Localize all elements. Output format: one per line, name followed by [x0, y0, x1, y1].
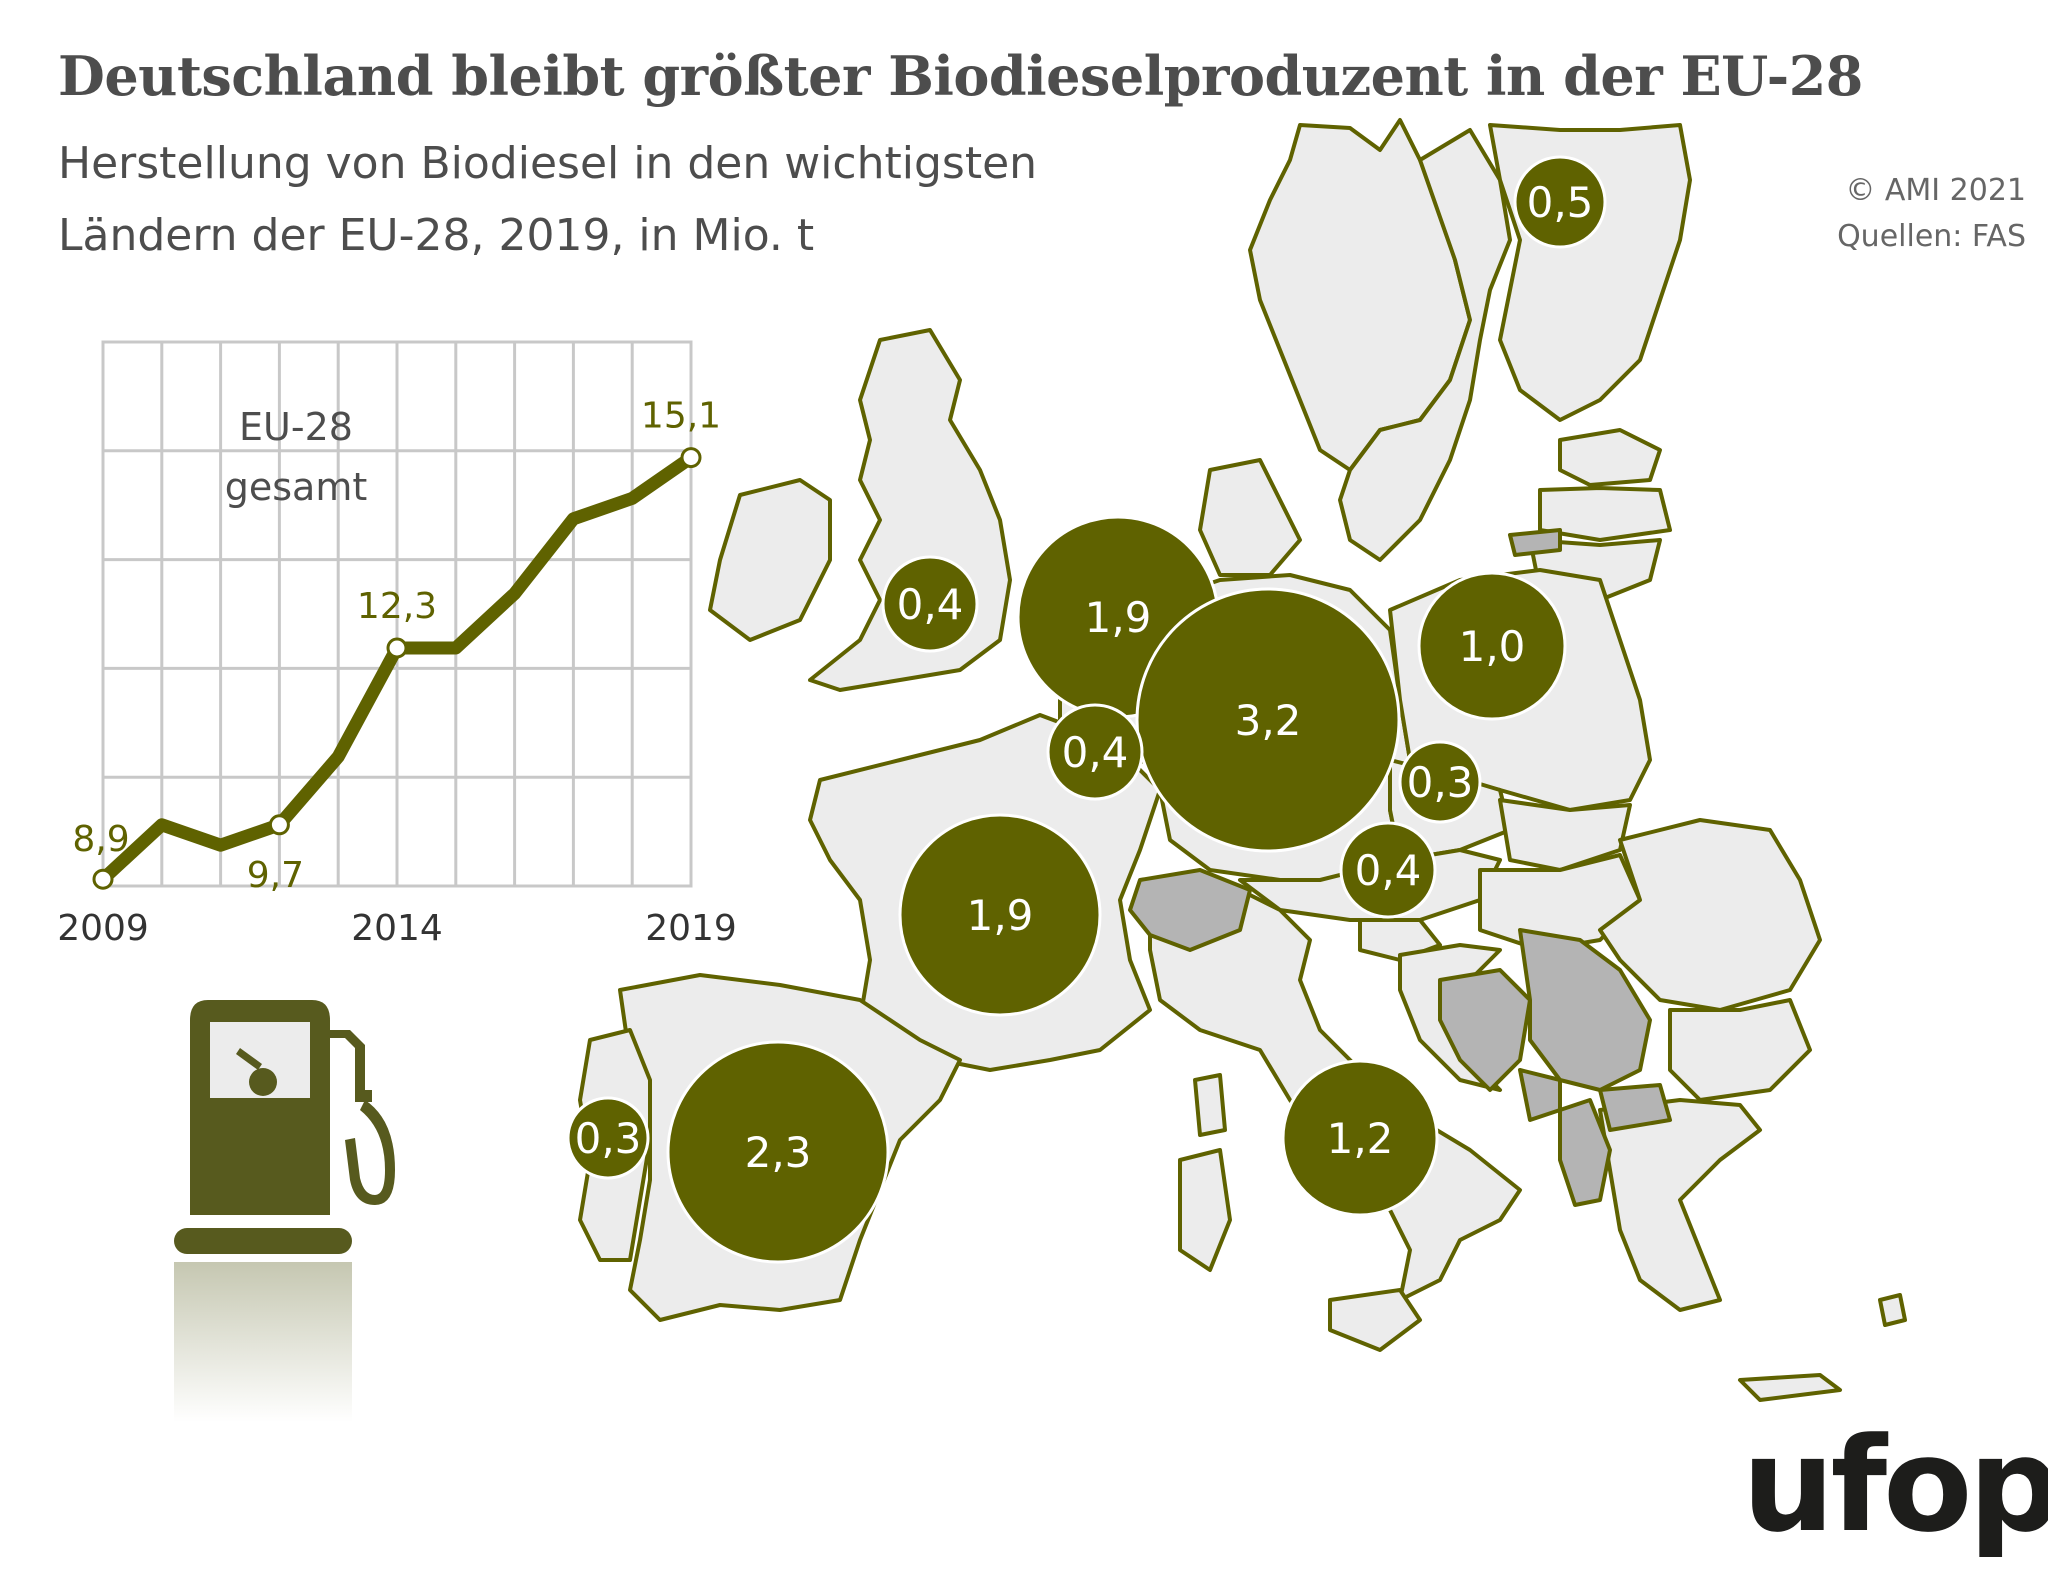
country-bosnia — [1438, 968, 1532, 1092]
chart-point — [92, 868, 114, 890]
country-sweden — [1338, 128, 1512, 562]
island-sicily — [1328, 1288, 1422, 1352]
bubble-label-uk: 0,4 — [897, 580, 964, 629]
page-title: Deutschland bleibt größter Biodieselprod… — [58, 44, 1863, 108]
country-switzerland — [1128, 868, 1252, 952]
bubble-label-poland: 1,0 — [1459, 622, 1526, 671]
bubble-label-austria: 0,4 — [1355, 846, 1422, 895]
bubble-label-belgium: 0,4 — [1062, 728, 1129, 777]
bubble-germany: 3,2 — [1135, 587, 1401, 853]
country-greece — [1598, 1098, 1762, 1312]
bubble-uk: 0,4 — [881, 555, 979, 653]
bubble-label-italy: 1,2 — [1327, 1114, 1394, 1163]
island-corsica — [1193, 1073, 1227, 1137]
island-sardinia — [1178, 1148, 1232, 1272]
bubble-label-germany: 3,2 — [1235, 696, 1302, 745]
chart-point — [386, 637, 408, 659]
bubble-label-france: 1,9 — [967, 891, 1034, 940]
chart-points: 8,9 9,7 12,3 15,1 — [72, 396, 721, 896]
bubble-label-finland: 0,5 — [1527, 178, 1594, 227]
country-slovakia — [1498, 798, 1632, 872]
island-cyprus — [1878, 1293, 1907, 1327]
chart-data-label: 15,1 — [641, 396, 721, 437]
chart-x-tick-label: 2014 — [351, 908, 443, 949]
country-denmark — [1198, 458, 1302, 577]
chart-grid — [103, 342, 691, 886]
subtitle-line-2: Ländern der EU-28, 2019, in Mio. t — [58, 210, 815, 261]
bubble-label-netherlands: 1,9 — [1085, 593, 1152, 642]
chart-x-tick-label: 2019 — [645, 908, 737, 949]
chart-point — [268, 814, 290, 836]
bubble-austria: 0,4 — [1339, 821, 1437, 919]
bubble-poland: 1,0 — [1417, 571, 1567, 721]
bubble-portugal: 0,3 — [566, 1096, 650, 1180]
country-estonia — [1558, 428, 1662, 487]
country-north-macedonia — [1598, 1083, 1672, 1132]
chart-data-label: 12,3 — [357, 586, 437, 627]
bubble-belgium: 0,4 — [1046, 703, 1144, 801]
bubble-label-portugal: 0,3 — [575, 1114, 642, 1163]
country-albania — [1558, 1098, 1612, 1207]
country-ireland — [708, 478, 832, 642]
subtitle-line-1: Herstellung von Biodiesel in den wichtig… — [58, 138, 1038, 189]
chart-x-ticks: 2009 2014 2019 — [57, 908, 737, 949]
bubble-italy: 1,2 — [1281, 1059, 1439, 1217]
bubble-spain: 2,3 — [666, 1040, 890, 1264]
bubble-label-spain: 2,3 — [745, 1128, 812, 1177]
chart-data-label: 9,7 — [247, 855, 304, 896]
bubble-france: 1,9 — [898, 813, 1102, 1017]
chart-label-line-2: gesamt — [225, 465, 368, 509]
chart-point — [680, 447, 702, 469]
island-crete — [1738, 1373, 1842, 1402]
country-romania — [1598, 818, 1822, 1012]
bubble-label-czech-republic: 0,3 — [1407, 758, 1474, 807]
ufop-logo: ufop — [1742, 1409, 2048, 1561]
source-text: Quellen: FAS — [1837, 219, 2026, 254]
page-subtitle: Herstellung von Biodiesel in den wichtig… — [58, 128, 1158, 272]
country-serbia — [1518, 928, 1652, 1092]
chart-x-tick-label: 2009 — [57, 908, 149, 949]
bubble-layer: 0,5 1,0 0,4 1,9 3,2 0,4 0,3 0,4 — [566, 155, 1607, 1264]
kaliningrad — [1508, 528, 1562, 557]
credits: © AMI 2021 Quellen: FAS — [1837, 168, 2026, 260]
bubble-czech-republic: 0,3 — [1398, 740, 1482, 824]
bubble-finland: 0,5 — [1513, 155, 1607, 249]
country-bulgaria — [1668, 998, 1812, 1102]
chart-data-label: 8,9 — [72, 819, 129, 860]
chart-label-line-1: EU-28 — [239, 405, 353, 449]
copyright-text: © AMI 2021 — [1845, 173, 2026, 208]
